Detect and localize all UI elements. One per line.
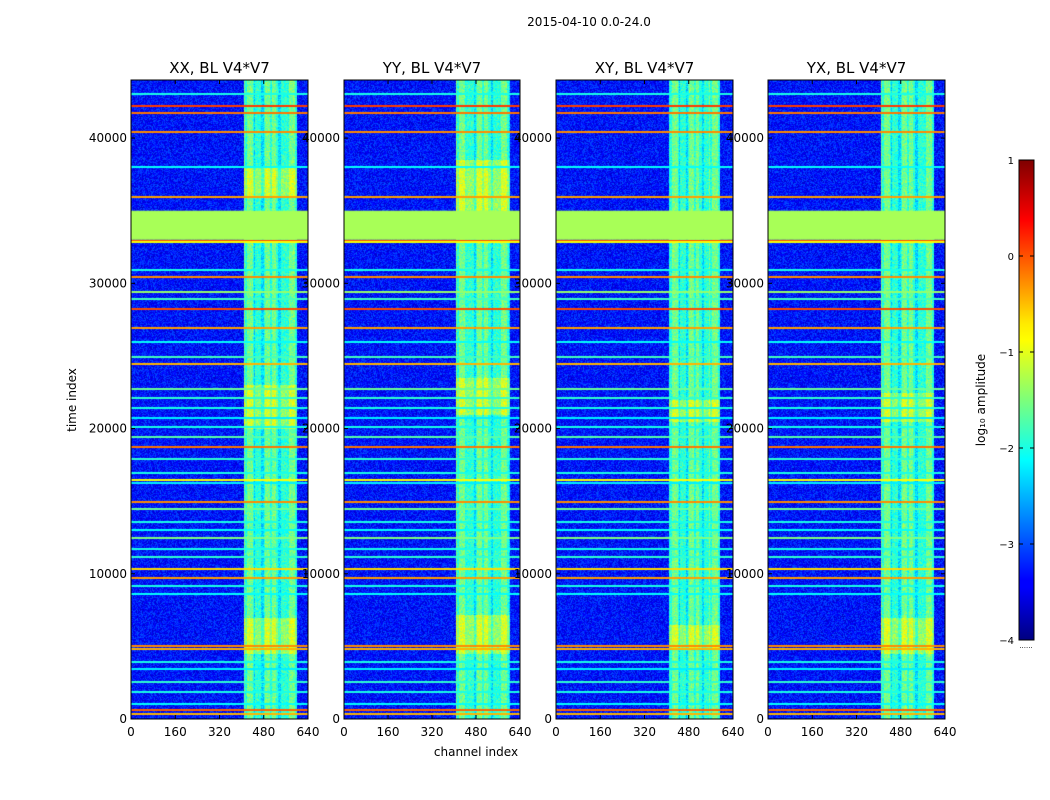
colorbar-tick-label: −2 [999,444,1014,455]
panel-1-title: XX, BL V4*V7 [169,59,270,77]
panel-2-xtick-label: 160 [377,725,400,739]
panel-1-xtick-label: 160 [164,725,187,739]
colorbar-tick-label: 0 [1008,252,1014,263]
panel-4-ticks: 0 160 320 480 640 0 10000 20000 30000 40000 [726,80,957,739]
panel-1-xtick-label: 0 [127,725,135,739]
panel-3-heatmap [556,80,733,719]
colorbar: 1 0 −1 −2 −3 −4 log₁₀ amplitude ...... [974,156,1035,650]
panel-3-xtick-label: 160 [589,725,612,739]
panel-2-heatmap-canvas [344,80,520,719]
panel-2-heatmap [344,80,520,719]
panel-3-title: XY, BL V4*V7 [595,59,695,77]
panel-1-heatmap [131,80,308,719]
colorbar-tick-label: 1 [1008,156,1014,167]
colorbar-tick-label: −3 [999,540,1014,551]
panel-4-xtick-label: 640 [934,725,957,739]
panel-1-xtick-label: 320 [208,725,231,739]
panel-1: XX, BL V4*V7 0 160 320 480 640 0 10000 20000 300… [89,59,320,739]
panel-1-ytick-label: 10000 [89,567,127,581]
panel-2-ytick-label: 30000 [302,276,340,290]
colorbar-ticks: 1 0 −1 −2 −3 −4 [999,156,1034,647]
panel-4-ytick-label: 20000 [726,422,764,436]
panel-4-ytick-label: 30000 [726,276,764,290]
colorbar-label: log₁₀ amplitude [974,354,988,446]
panel-4-xtick-label: 480 [889,725,912,739]
panel-3-xtick-label: 480 [677,725,700,739]
panel-2-xtick-label: 640 [509,725,532,739]
panel-3-heatmap-canvas [556,80,733,719]
panel-3-xtick-label: 320 [633,725,656,739]
colorbar-tick-label: −1 [999,348,1014,359]
panel-3-ytick-label: 0 [544,712,552,726]
panel-2-xtick-label: 480 [465,725,488,739]
panel-4-ytick-label: 10000 [726,567,764,581]
panel-1-ytick-label: 20000 [89,422,127,436]
panel-4-xtick-label: 160 [801,725,824,739]
panel-3-ticks: 0 160 320 480 640 0 10000 20000 30000 40000 [514,80,745,739]
panel-2-ytick-label: 20000 [302,422,340,436]
colorbar-tick-label: −4 [999,636,1014,647]
panel-2-ytick-label: 0 [332,712,340,726]
colorbar-bar [1018,159,1035,641]
x-axis-label: channel index [434,745,518,759]
colorbar-footnote: ...... [1019,642,1032,650]
panel-1-xtick-label: 480 [252,725,275,739]
panel-4-xtick-label: 0 [764,725,772,739]
panel-2-ytick-label: 40000 [302,131,340,145]
panel-4-ytick-label: 40000 [726,131,764,145]
panel-2-xtick-label: 320 [421,725,444,739]
panel-2-title: YY, BL V4*V7 [382,59,481,77]
panel-1-ytick-label: 0 [119,712,127,726]
panel-1-ytick-label: 40000 [89,131,127,145]
panel-1-heatmap-canvas [131,80,308,719]
panel-3-ytick-label: 40000 [514,131,552,145]
panel-3-ytick-label: 10000 [514,567,552,581]
panel-2-ytick-label: 10000 [302,567,340,581]
panel-4: YX, BL V4*V7 0 160 320 480 640 0 10000 20000 300… [726,59,957,739]
panel-3-ytick-label: 20000 [514,422,552,436]
panel-4-title: YX, BL V4*V7 [806,59,907,77]
panel-3: XY, BL V4*V7 0 160 320 480 640 0 10000 20000 300… [514,59,745,739]
panel-3-xtick-label: 0 [552,725,560,739]
panel-2-ticks: 0 160 320 480 640 0 10000 20000 30000 40000 [302,80,532,739]
panel-2-xtick-label: 0 [340,725,348,739]
panel-4-xtick-label: 320 [845,725,868,739]
panel-1-xtick-label: 640 [297,725,320,739]
panel-2: YY, BL V4*V7 0 160 320 480 640 0 10000 20000 300… [302,59,532,739]
y-axis-label: time index [65,368,79,432]
panel-1-ticks: 0 160 320 480 640 0 10000 20000 30000 40000 [89,80,320,739]
panel-1-ytick-label: 30000 [89,276,127,290]
panel-4-ytick-label: 0 [756,712,764,726]
panel-3-ytick-label: 30000 [514,276,552,290]
panel-3-xtick-label: 640 [722,725,745,739]
panel-4-heatmap-canvas [768,80,945,719]
panel-4-heatmap [768,80,945,719]
figure-suptitle: 2015-04-10 0.0-24.0 [527,15,651,29]
